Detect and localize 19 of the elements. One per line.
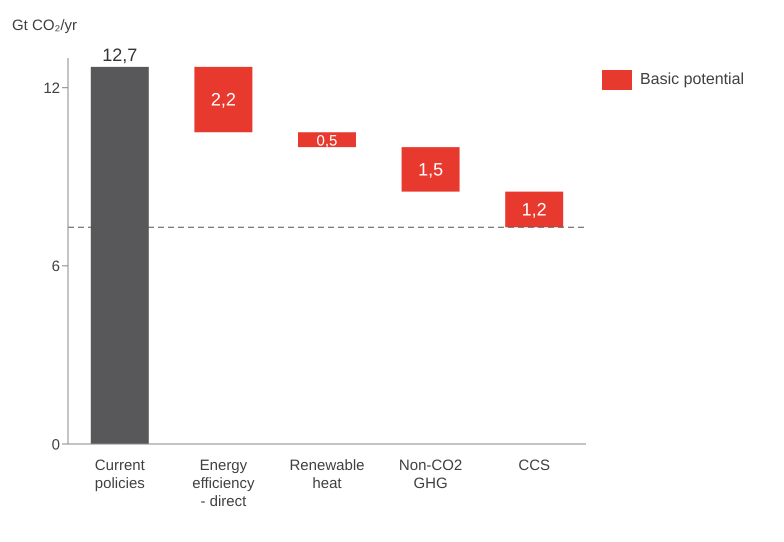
bar xyxy=(505,192,564,228)
x-tick-label: Renewable heat xyxy=(289,457,365,492)
data-label: 2,2 xyxy=(210,90,236,110)
y-tick-label: 6 xyxy=(52,258,60,276)
bar xyxy=(298,132,356,148)
bar xyxy=(402,147,460,192)
x-tick-label: CCS xyxy=(518,457,550,474)
bar xyxy=(194,66,252,132)
data-label: 1,2 xyxy=(522,199,547,220)
data-label: 12,7 xyxy=(102,44,138,65)
y-tick-label: 12 xyxy=(43,80,60,98)
y-tick-label: 0 xyxy=(52,436,60,454)
y-axis-title: Gt CO₂/yr xyxy=(12,17,77,34)
x-tick-label: Energy efficiency - direct xyxy=(192,457,256,510)
data-label: 0,5 xyxy=(316,132,338,150)
data-label: 1,5 xyxy=(418,159,444,180)
x-tick-label: Non-CO2 GHG xyxy=(398,457,462,492)
x-tick-label: Current policies xyxy=(94,457,146,492)
legend-label: Basic potential xyxy=(639,70,744,90)
